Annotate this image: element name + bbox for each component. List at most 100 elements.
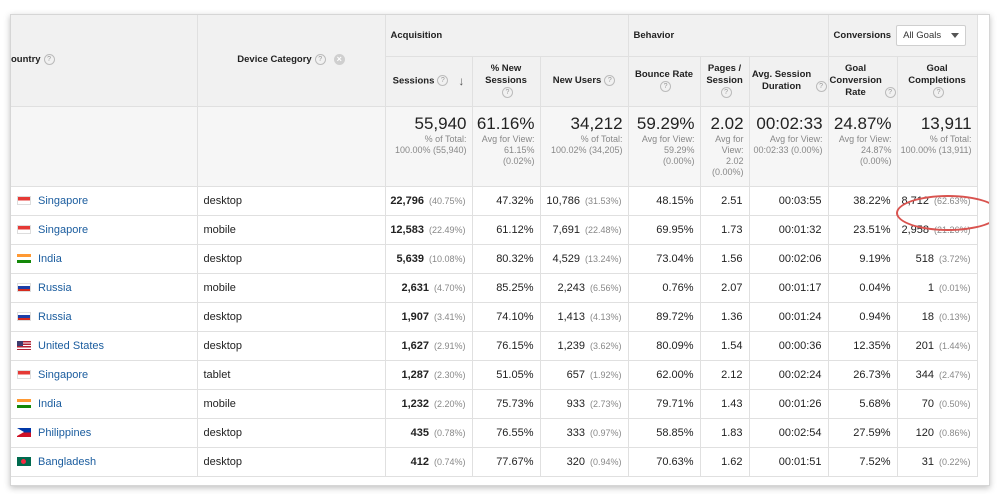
new-users-value: 7,691 <box>552 223 580 236</box>
country-link[interactable]: Russia <box>38 281 72 294</box>
country-link[interactable]: United States <box>38 339 105 352</box>
goal-completions-header-label: Goal Completions <box>908 62 966 86</box>
avg-session-duration-cell: 00:01:26 <box>749 389 829 419</box>
avg-session-duration-column-header[interactable]: Avg. Session Duration? <box>749 56 829 107</box>
goal-completions-percent: (0.01%) <box>939 282 971 293</box>
summary-goal-conversion-rate: 24.87% Avg for View: 24.87% (0.00%) <box>828 106 898 187</box>
new-users-percent: (0.94%) <box>590 456 622 467</box>
remove-dimension-icon[interactable]: × <box>333 54 345 66</box>
bounce-rate-column-header[interactable]: Bounce Rate? <box>628 56 701 107</box>
goal-completions-cell: 8,712 (62.63%) <box>897 186 978 216</box>
help-icon[interactable]: ? <box>884 86 896 98</box>
country-link[interactable]: Singapore <box>38 194 89 207</box>
analytics-report-frame: ountry? Device Category? × Acquisition Be… <box>10 14 990 486</box>
summary-new-sessions: 61.16% Avg for View: 61.15% (0.02%) <box>472 106 541 187</box>
sessions-cell: 1,907 (3.41%) <box>385 302 473 332</box>
new-sessions-cell: 80.32% <box>472 244 541 274</box>
help-icon[interactable]: ? <box>437 75 449 87</box>
new-users-column-header[interactable]: New Users? <box>540 56 629 107</box>
country-link[interactable]: India <box>38 397 62 410</box>
bounce-rate-cell: 70.63% <box>628 447 701 477</box>
country-cell: Singapore <box>11 360 198 390</box>
country-link[interactable]: Singapore <box>38 223 89 236</box>
country-link[interactable]: Bangladesh <box>38 455 97 468</box>
device-cell: desktop <box>197 331 386 361</box>
country-link[interactable]: Russia <box>38 310 72 323</box>
help-icon[interactable]: ? <box>502 86 513 98</box>
help-icon[interactable]: ? <box>660 80 672 92</box>
ru-flag-icon <box>17 283 31 293</box>
country-link[interactable]: Philippines <box>38 426 92 439</box>
country-column-header[interactable]: ountry? <box>11 15 198 107</box>
behavior-group-header: Behavior <box>628 15 829 57</box>
goal-completions-cell: 518 (3.72%) <box>897 244 978 274</box>
avg-session-duration-header-label: Avg. Session Duration <box>751 69 812 92</box>
summary-note: % of Total: 100.00% (55,940) <box>394 133 467 155</box>
table-row: Singapore mobile 12,583 (22.49%) 61.12% 7,691… <box>11 215 978 245</box>
summary-row: 55,940% of Total: 100.00% (55,940) 61.16… <box>11 106 978 187</box>
help-icon[interactable]: ? <box>815 80 827 92</box>
sg-flag-icon <box>17 196 31 206</box>
device-cell: mobile <box>197 273 386 303</box>
table-row: United States desktop 1,627 (2.91%) 76.15% 1,… <box>11 331 978 361</box>
chevron-down-icon <box>951 32 960 38</box>
help-icon[interactable]: ? <box>314 54 326 66</box>
goal-conversion-rate-cell: 9.19% <box>828 244 898 274</box>
sg-flag-icon <box>17 370 31 380</box>
bounce-rate-cell: 80.09% <box>628 331 701 361</box>
help-icon[interactable]: ? <box>933 86 945 98</box>
goal-conversion-rate-column-header[interactable]: Goal Conversion Rate? <box>828 56 898 107</box>
country-link[interactable]: Singapore <box>38 368 89 381</box>
new-sessions-column-header[interactable]: % New Sessions? <box>472 56 541 107</box>
avg-session-duration-cell: 00:01:51 <box>749 447 829 477</box>
goal-completions-column-header[interactable]: Goal Completions? <box>897 56 978 107</box>
bounce-rate-cell: 48.15% <box>628 186 701 216</box>
device-cell: mobile <box>197 389 386 419</box>
help-icon[interactable]: ? <box>720 86 732 98</box>
new-users-cell: 1,239 (3.62%) <box>540 331 629 361</box>
sort-descending-icon[interactable]: ↓ <box>458 73 465 88</box>
new-sessions-cell: 76.55% <box>472 418 541 448</box>
country-cell: Philippines <box>11 418 198 448</box>
country-header-label: ountry <box>11 54 41 66</box>
summary-value: 59.29% <box>636 113 695 133</box>
new-users-percent: (22.48%) <box>585 224 622 235</box>
table-row: Singapore desktop 22,796 (40.75%) 47.32% 10,7… <box>11 186 978 216</box>
new-users-percent: (31.53%) <box>585 195 622 206</box>
summary-value: 00:02:33 <box>756 113 823 133</box>
goal-completions-percent: (21.26%) <box>934 224 971 235</box>
device-category-column-header[interactable]: Device Category? × <box>197 15 386 107</box>
goal-conversion-rate-cell: 0.04% <box>828 273 898 303</box>
new-sessions-cell: 51.05% <box>472 360 541 390</box>
sessions-header-label: Sessions <box>392 75 435 87</box>
pages-session-cell: 1.54 <box>700 331 750 361</box>
pages-session-cell: 1.62 <box>700 447 750 477</box>
goal-completions-percent: (0.50%) <box>939 398 971 409</box>
bounce-rate-cell: 58.85% <box>628 418 701 448</box>
summary-new-users: 34,212% of Total: 100.02% (34,205) <box>540 106 629 187</box>
new-users-cell: 7,691 (22.48%) <box>540 215 629 245</box>
sessions-column-header[interactable]: Sessions? ↓ <box>385 56 473 107</box>
pages-session-cell: 1.43 <box>700 389 750 419</box>
summary-note: Avg for View: 2.02 (0.00%) <box>712 133 744 177</box>
help-icon[interactable]: ? <box>604 74 616 86</box>
goal-completions-value: 201 <box>915 339 935 352</box>
goal-completions-value: 1 <box>927 281 935 294</box>
bounce-rate-header-label: Bounce Rate <box>634 68 694 80</box>
summary-note: Avg for View: 61.15% (0.02%) <box>481 133 535 166</box>
goal-conversion-rate-cell: 27.59% <box>828 418 898 448</box>
sessions-percent: (2.91%) <box>433 340 466 351</box>
new-users-value: 320 <box>566 455 586 468</box>
device-cell: desktop <box>197 244 386 274</box>
sessions-cell: 1,627 (2.91%) <box>385 331 473 361</box>
sessions-cell: 412 (0.74%) <box>385 447 473 477</box>
help-icon[interactable]: ? <box>43 54 55 66</box>
pages-session-column-header[interactable]: Pages / Session? <box>700 56 750 107</box>
sessions-value: 1,907 <box>401 310 429 323</box>
goal-completions-cell: 2,958 (21.26%) <box>897 215 978 245</box>
new-users-value: 2,243 <box>557 281 586 294</box>
us-flag-icon <box>17 341 31 351</box>
goal-selector-dropdown[interactable]: All Goals <box>896 24 967 46</box>
country-cell: Russia <box>11 273 198 303</box>
country-link[interactable]: India <box>38 252 62 265</box>
